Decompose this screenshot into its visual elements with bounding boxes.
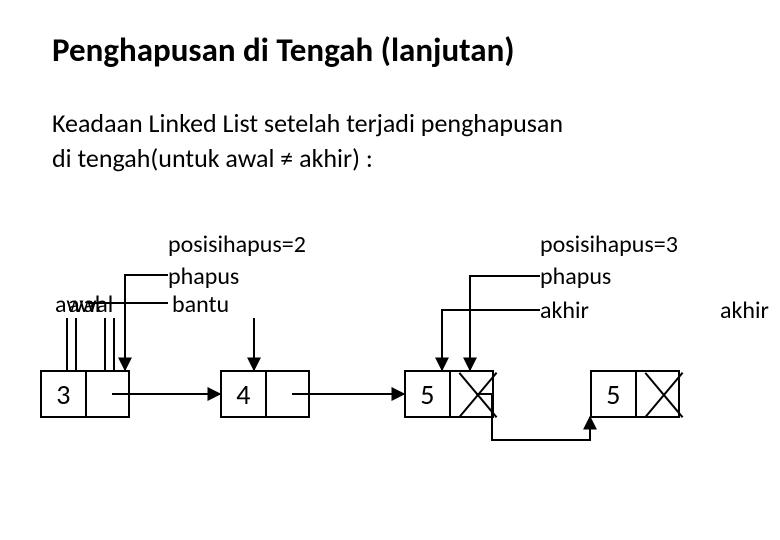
ptr-akhir-right	[442, 310, 540, 370]
label-posisihapus-right: posisihapus=3	[540, 230, 678, 259]
label-posisihapus-left: posisihapus=2	[168, 230, 306, 259]
label-akhir-right: akhir	[540, 296, 589, 325]
subtitle-line2: di tengah(untuk awal ≠ akhir) :	[52, 142, 373, 174]
node-3: 5	[404, 370, 494, 418]
label-phapus-left: phapus	[168, 262, 239, 291]
connectors-layer	[0, 0, 780, 540]
node-4-value: 5	[592, 372, 637, 416]
node-3-value: 5	[406, 372, 451, 416]
node-4-pointer-null	[637, 372, 678, 416]
node-2: 4	[220, 370, 310, 418]
ptr-phapus-right	[470, 276, 540, 370]
label-bantu-left: bantu	[172, 290, 229, 319]
node-2-pointer	[267, 372, 308, 416]
subtitle-line1: Keadaan Linked List setelah terjadi peng…	[52, 107, 563, 139]
node-1-pointer	[87, 372, 128, 416]
node-3-pointer-null	[451, 372, 492, 416]
slide-title: Penghapusan di Tengah (lanjutan)	[52, 30, 515, 70]
label-phapus-right: phapus	[540, 262, 611, 291]
label-awal-inner: awal	[68, 290, 113, 319]
label-akhir-far: akhir	[720, 296, 769, 325]
node-4: 5	[590, 370, 680, 418]
ptr-phapus-left	[125, 275, 168, 370]
node-2-value: 4	[222, 372, 267, 416]
slide-subtitle: Keadaan Linked List setelah terjadi peng…	[52, 106, 563, 176]
node-1-value: 3	[42, 372, 87, 416]
node-1: 3	[40, 370, 130, 418]
